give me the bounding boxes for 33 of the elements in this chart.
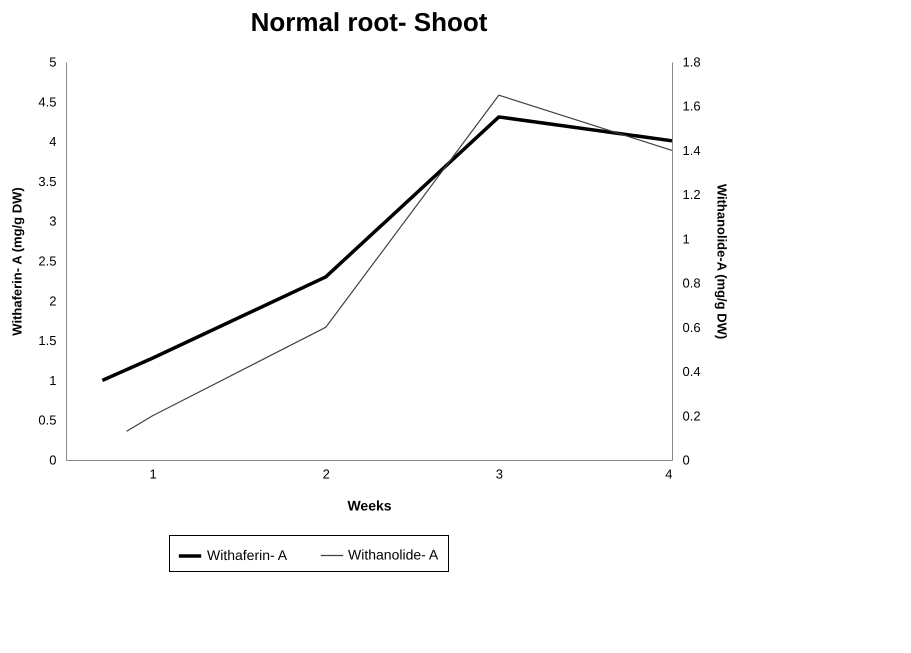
y-tick-label: 2 (49, 293, 56, 308)
y-tick-label: 0.5 (38, 412, 56, 428)
y2-tick-label: 1.4 (682, 142, 701, 158)
x-tick-label: 2 (322, 466, 330, 482)
line-series (100, 115, 674, 382)
y-tick-label: 3.5 (38, 174, 56, 189)
chart-title: Normal root- Shoot (250, 7, 488, 37)
y-tick-label: 1 (49, 372, 56, 388)
y2-tick-label: 0.8 (682, 276, 701, 291)
y2-tick-label: 0 (682, 452, 690, 468)
y2-axis-title: Withanolide-A (mg/g DW) (714, 184, 730, 340)
y-tick-label: 5 (49, 54, 56, 70)
legend-label: Withaferin- A (207, 547, 288, 563)
x-axis-title: Weeks (347, 498, 392, 514)
y2-tick-label: 1.6 (682, 98, 701, 114)
y-tick-label: 0 (49, 452, 56, 468)
x-tick-label: 1 (149, 466, 157, 482)
line-series (126, 94, 673, 432)
y2-tick-label: 0.6 (682, 320, 701, 335)
y2-tick-label: 0.4 (682, 364, 701, 380)
legend-label: Withanolide- A (348, 546, 439, 562)
y-tick-label: 4 (49, 134, 56, 150)
y-tick-label: 2.5 (38, 254, 56, 268)
y2-tick-label: 1 (682, 231, 690, 246)
y-tick-label: 4.5 (38, 94, 56, 110)
y-axis-title: Withaferin- A (mg/g DW) (9, 187, 24, 336)
y2-tick-label: 0.2 (682, 408, 701, 424)
y2-tick-label: 1.8 (682, 54, 701, 70)
x-tick-label: 4 (665, 466, 672, 482)
x-tick-label: 3 (496, 466, 503, 482)
y-tick-label: 1.5 (38, 333, 56, 348)
y2-tick-label: 1.2 (682, 187, 701, 202)
y-tick-label: 3 (49, 214, 56, 229)
